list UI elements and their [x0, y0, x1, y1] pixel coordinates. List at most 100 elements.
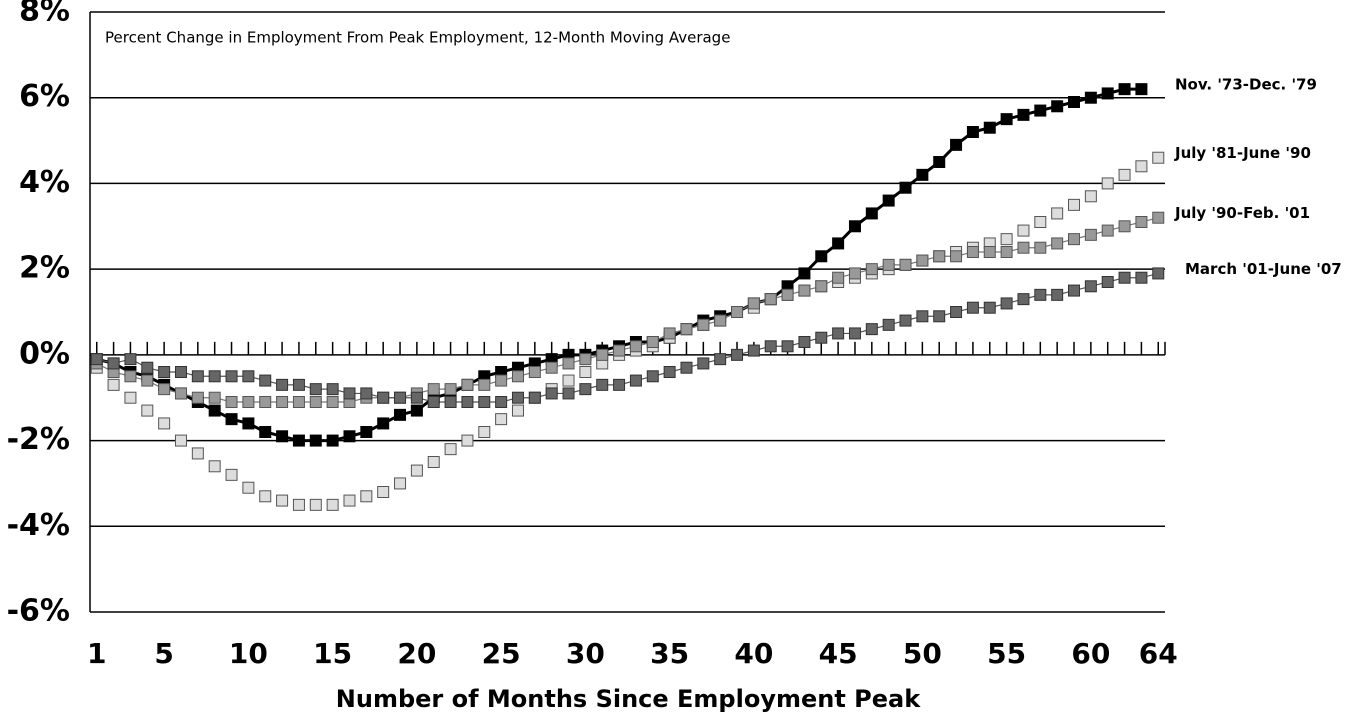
marker — [562, 374, 575, 387]
marker — [1017, 108, 1030, 121]
x-tick-label: 20 — [397, 637, 436, 670]
x-tick-label: 10 — [229, 637, 268, 670]
marker — [916, 168, 929, 181]
marker — [410, 391, 423, 404]
marker — [1152, 267, 1165, 280]
x-tick-label: 1 — [87, 637, 106, 670]
marker — [983, 246, 996, 258]
x-tick-label: 5 — [154, 637, 173, 670]
marker — [579, 353, 592, 366]
marker — [495, 374, 508, 387]
marker — [1034, 104, 1047, 117]
marker — [343, 387, 356, 400]
x-tick-label: 55 — [987, 637, 1026, 670]
marker — [1000, 233, 1013, 246]
marker — [259, 396, 272, 408]
y-tick-label: 4% — [19, 165, 70, 200]
marker — [899, 258, 912, 271]
marker — [1017, 224, 1030, 237]
marker — [1034, 288, 1047, 301]
marker — [1000, 246, 1013, 258]
marker — [377, 486, 390, 498]
marker — [1118, 83, 1131, 96]
marker — [950, 250, 963, 263]
marker — [225, 468, 238, 481]
y-tick-label: 6% — [19, 79, 70, 114]
y-tick-label: -6% — [7, 594, 70, 629]
marker — [326, 396, 339, 408]
marker — [427, 396, 440, 408]
marker — [444, 383, 457, 396]
marker — [1135, 83, 1148, 96]
marker — [208, 460, 221, 473]
marker — [1051, 237, 1064, 250]
marker — [1068, 198, 1081, 211]
marker — [1068, 96, 1081, 108]
marker — [865, 263, 878, 276]
marker — [781, 340, 794, 353]
marker — [292, 378, 305, 391]
marker — [495, 396, 508, 408]
marker — [1101, 177, 1114, 190]
marker — [124, 391, 137, 404]
marker — [1101, 87, 1114, 100]
marker — [663, 327, 676, 340]
marker — [562, 357, 575, 370]
marker — [360, 490, 373, 503]
marker — [916, 310, 929, 323]
marker — [798, 336, 811, 348]
x-tick-label: 40 — [734, 637, 773, 670]
marker — [815, 280, 828, 293]
marker — [225, 370, 238, 383]
marker — [141, 374, 154, 387]
marker — [242, 481, 255, 494]
series-line — [96, 272, 1159, 403]
marker — [865, 323, 878, 336]
marker — [242, 396, 255, 408]
legend-label: July '90-Feb. '01 — [1174, 204, 1310, 222]
marker — [292, 396, 305, 408]
marker — [1118, 168, 1131, 181]
marker — [461, 396, 474, 408]
marker — [882, 194, 895, 207]
y-tick-label: 8% — [19, 0, 70, 29]
marker — [360, 426, 373, 438]
marker — [646, 336, 659, 348]
marker — [848, 327, 861, 340]
marker — [528, 366, 541, 378]
marker — [191, 447, 204, 460]
marker — [663, 366, 676, 378]
y-tick-label: 2% — [19, 251, 70, 286]
marker — [360, 387, 373, 400]
marker — [90, 353, 103, 366]
x-tick-label: 50 — [903, 637, 942, 670]
marker — [764, 340, 777, 353]
marker — [174, 434, 187, 447]
marker — [394, 408, 407, 421]
x-tick-label: 15 — [313, 637, 352, 670]
marker — [225, 413, 238, 426]
marker — [276, 430, 289, 443]
marker — [410, 404, 423, 417]
chart-title: Percent Change in Employment From Peak E… — [105, 29, 730, 47]
marker — [242, 370, 255, 383]
marker — [158, 383, 171, 396]
marker — [343, 430, 356, 443]
marker — [1084, 228, 1097, 241]
marker — [1084, 91, 1097, 104]
marker — [326, 434, 339, 447]
marker — [832, 327, 845, 340]
x-tick-label: 25 — [482, 637, 521, 670]
marker — [461, 434, 474, 447]
marker — [124, 353, 137, 366]
marker — [495, 413, 508, 426]
marker — [1084, 190, 1097, 203]
marker — [983, 121, 996, 134]
marker — [427, 383, 440, 396]
marker — [1152, 211, 1165, 224]
marker — [276, 494, 289, 507]
x-tick-label: 60 — [1071, 637, 1110, 670]
marker — [174, 366, 187, 378]
marker — [798, 284, 811, 297]
marker — [410, 464, 423, 477]
